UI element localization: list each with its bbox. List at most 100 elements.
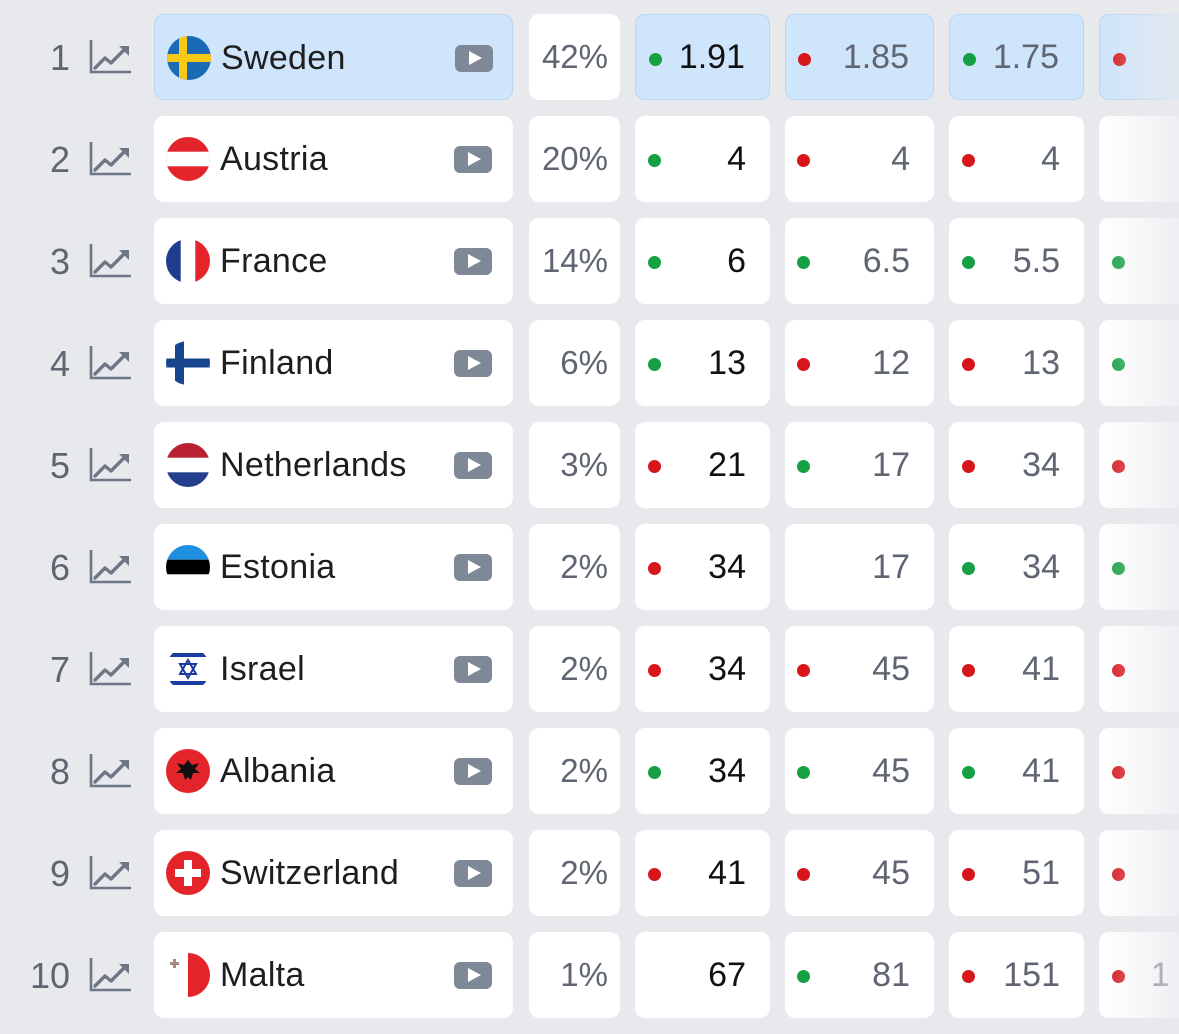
country-cell[interactable]: Israel [154, 626, 513, 712]
play-video-icon[interactable] [455, 45, 493, 72]
odds-cell-1[interactable]: 6 [635, 218, 770, 304]
odds-cell-1[interactable]: 34 [635, 524, 770, 610]
odds-value: 13 [1022, 343, 1060, 382]
odds-cell-4[interactable] [1099, 116, 1179, 202]
trend-chart-icon[interactable] [89, 956, 133, 994]
odds-cell-2[interactable]: 45 [785, 626, 934, 712]
country-cell[interactable]: Malta [154, 932, 513, 1018]
trend-chart-icon[interactable] [89, 548, 133, 586]
trend-chart-icon[interactable] [89, 752, 133, 790]
odds-cell-3[interactable]: 1.75 [949, 14, 1084, 100]
odds-cell-4[interactable] [1099, 14, 1179, 100]
country-cell[interactable]: Finland [154, 320, 513, 406]
odds-cell-3[interactable]: 13 [949, 320, 1084, 406]
country-cell[interactable]: Austria [154, 116, 513, 202]
country-name: Netherlands [220, 445, 407, 484]
odds-cell-3[interactable]: 34 [949, 524, 1084, 610]
odds-cell-1[interactable]: 41 [635, 830, 770, 916]
odds-cell-1[interactable]: 34 [635, 728, 770, 814]
odds-cell-3[interactable]: 5.5 [949, 218, 1084, 304]
odds-cell-2[interactable]: 12 [785, 320, 934, 406]
odds-value: 1.75 [992, 37, 1059, 76]
odds-cell-4[interactable] [1099, 524, 1179, 610]
trend-down-dot [797, 256, 810, 269]
play-video-icon[interactable] [454, 758, 492, 785]
trend-chart-icon[interactable] [89, 140, 133, 178]
odds-cell-2[interactable]: 17 [785, 524, 934, 610]
odds-cell-1[interactable]: 4 [635, 116, 770, 202]
odds-cell-4[interactable] [1099, 626, 1179, 712]
odds-cell-4[interactable] [1099, 728, 1179, 814]
play-video-icon[interactable] [454, 452, 492, 479]
trend-chart-icon[interactable] [89, 446, 133, 484]
odds-cell-1[interactable]: 21 [635, 422, 770, 508]
country-cell[interactable]: Switzerland [154, 830, 513, 916]
odds-value: 34 [708, 649, 746, 688]
play-video-icon[interactable] [454, 860, 492, 887]
table-row[interactable]: 3 France 14% 6 6.5 5.5 [0, 218, 1179, 306]
table-row[interactable]: 1 Sweden 42% 1.91 1.85 1.75 [0, 14, 1179, 102]
odds-cell-2[interactable]: 17 [785, 422, 934, 508]
table-row[interactable]: 2 Austria 20% 4 4 4 [0, 116, 1179, 204]
odds-cell-2[interactable]: 45 [785, 830, 934, 916]
odds-value: 67 [708, 955, 746, 994]
country-cell[interactable]: Estonia [154, 524, 513, 610]
odds-cell-3[interactable]: 4 [949, 116, 1084, 202]
odds-cell-2[interactable]: 4 [785, 116, 934, 202]
odds-cell-4[interactable] [1099, 320, 1179, 406]
rank-number: 4 [49, 343, 70, 384]
odds-value: 81 [872, 955, 910, 994]
table-row[interactable]: 8 Albania 2% 34 45 41 [0, 728, 1179, 816]
table-row[interactable]: 4 Finland 6% 13 12 13 [0, 320, 1179, 408]
country-name: Switzerland [220, 853, 400, 892]
country-name: Israel [220, 649, 305, 688]
trend-up-dot [962, 154, 975, 167]
odds-cell-2[interactable]: 6.5 [785, 218, 934, 304]
table-row[interactable]: 9 Switzerland 2% 41 45 51 [0, 830, 1179, 918]
trend-chart-icon[interactable] [89, 344, 133, 382]
odds-value: 45 [872, 751, 910, 790]
odds-cell-1[interactable]: 1.91 [635, 14, 770, 100]
trend-chart-icon[interactable] [89, 854, 133, 892]
country-cell[interactable]: France [154, 218, 513, 304]
odds-cell-4[interactable] [1099, 218, 1179, 304]
table-row[interactable]: 7 Israel 2% 34 45 41 [0, 626, 1179, 714]
table-row[interactable]: 5 Netherlands 3% 21 17 34 [0, 422, 1179, 510]
play-video-icon[interactable] [454, 146, 492, 173]
odds-cell-4[interactable]: 1 [1099, 932, 1179, 1018]
play-video-icon[interactable] [454, 962, 492, 989]
country-cell[interactable]: Sweden [154, 14, 513, 100]
win-chance: 2% [529, 830, 620, 916]
play-video-icon[interactable] [454, 248, 492, 275]
trend-chart-icon[interactable] [89, 38, 133, 76]
play-video-icon[interactable] [454, 656, 492, 683]
odds-cell-2[interactable]: 1.85 [785, 14, 934, 100]
odds-cell-3[interactable]: 41 [949, 626, 1084, 712]
odds-cell-2[interactable]: 45 [785, 728, 934, 814]
odds-cell-1[interactable]: 13 [635, 320, 770, 406]
country-cell[interactable]: Albania [154, 728, 513, 814]
country-name: Estonia [220, 547, 336, 586]
play-video-icon[interactable] [454, 554, 492, 581]
table-row[interactable]: 10 Malta 1% 67 81 151 1 [0, 932, 1179, 1020]
odds-cell-3[interactable]: 151 [949, 932, 1084, 1018]
odds-cell-1[interactable]: 34 [635, 626, 770, 712]
odds-cell-3[interactable]: 34 [949, 422, 1084, 508]
odds-cell-4[interactable] [1099, 422, 1179, 508]
table-row[interactable]: 6 Estonia 2% 34 17 34 [0, 524, 1179, 612]
odds-cell-1[interactable]: 67 [635, 932, 770, 1018]
trend-down-dot [648, 766, 661, 779]
trend-chart-icon[interactable] [89, 242, 133, 280]
odds-value: 6 [727, 241, 746, 280]
win-chance: 1% [529, 932, 620, 1018]
trend-chart-icon[interactable] [89, 650, 133, 688]
odds-cell-2[interactable]: 81 [785, 932, 934, 1018]
country-cell[interactable]: Netherlands [154, 422, 513, 508]
odds-cell-4[interactable] [1099, 830, 1179, 916]
play-video-icon[interactable] [454, 350, 492, 377]
odds-cell-3[interactable]: 51 [949, 830, 1084, 916]
odds-value: 4 [727, 139, 746, 178]
trend-down-dot [963, 53, 976, 66]
odds-cell-3[interactable]: 41 [949, 728, 1084, 814]
trend-up-dot [648, 562, 661, 575]
